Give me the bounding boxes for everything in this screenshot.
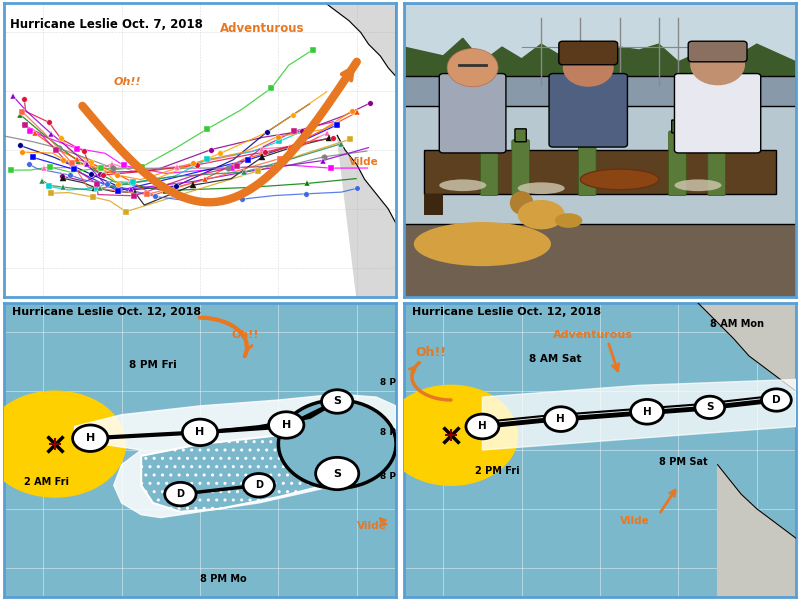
Circle shape — [562, 49, 614, 87]
FancyBboxPatch shape — [404, 76, 796, 106]
Text: 8 PM Fri: 8 PM Fri — [130, 359, 177, 370]
Circle shape — [322, 390, 353, 413]
Circle shape — [690, 44, 745, 85]
Polygon shape — [142, 433, 349, 512]
Polygon shape — [424, 194, 443, 215]
Text: S: S — [334, 397, 342, 406]
Ellipse shape — [674, 179, 722, 191]
Polygon shape — [338, 135, 396, 297]
Text: Oh!!: Oh!! — [231, 330, 259, 340]
Ellipse shape — [510, 191, 534, 215]
Text: Hurricane Leslie Oct. 12, 2018: Hurricane Leslie Oct. 12, 2018 — [12, 307, 201, 317]
Text: Oh!!: Oh!! — [114, 77, 142, 88]
Text: 8 AM Sat: 8 AM Sat — [530, 354, 582, 364]
Ellipse shape — [518, 182, 565, 194]
Text: 8 PM Mo: 8 PM Mo — [200, 574, 246, 584]
FancyBboxPatch shape — [672, 120, 683, 133]
Text: D: D — [772, 395, 781, 405]
Text: H: H — [86, 433, 95, 443]
Text: 2 PM Fri: 2 PM Fri — [474, 466, 519, 476]
FancyBboxPatch shape — [708, 143, 726, 196]
Ellipse shape — [414, 222, 551, 266]
Circle shape — [385, 385, 518, 485]
Text: 8 P: 8 P — [380, 379, 396, 388]
Text: H: H — [478, 421, 486, 431]
Circle shape — [466, 414, 499, 439]
Text: 8 P: 8 P — [380, 428, 396, 437]
FancyBboxPatch shape — [582, 126, 593, 139]
Polygon shape — [326, 3, 396, 76]
Text: S: S — [706, 403, 714, 412]
Ellipse shape — [439, 179, 486, 191]
Text: 8 P: 8 P — [380, 472, 396, 481]
Text: Vilde: Vilde — [620, 515, 650, 526]
Text: Hurricane Leslie Oct. 12, 2018: Hurricane Leslie Oct. 12, 2018 — [412, 307, 601, 317]
Circle shape — [165, 482, 196, 506]
Text: S: S — [334, 469, 342, 479]
Text: D: D — [176, 489, 184, 499]
Circle shape — [316, 457, 358, 490]
FancyBboxPatch shape — [404, 223, 796, 297]
FancyBboxPatch shape — [512, 140, 530, 196]
FancyBboxPatch shape — [404, 3, 796, 76]
Circle shape — [762, 389, 791, 411]
Circle shape — [280, 401, 394, 487]
Ellipse shape — [581, 169, 659, 190]
FancyBboxPatch shape — [559, 41, 618, 65]
Text: 2 AM Fri: 2 AM Fri — [24, 477, 69, 487]
Text: H: H — [195, 427, 205, 437]
Polygon shape — [698, 303, 796, 391]
Circle shape — [544, 407, 578, 431]
Text: Adventurous: Adventurous — [219, 22, 304, 35]
Text: Vilde: Vilde — [357, 521, 386, 532]
Text: Oh!!: Oh!! — [416, 346, 446, 359]
FancyBboxPatch shape — [549, 74, 627, 147]
FancyBboxPatch shape — [711, 132, 722, 145]
Circle shape — [269, 412, 304, 438]
Text: 8 AM Mon: 8 AM Mon — [710, 319, 764, 329]
Polygon shape — [74, 394, 396, 518]
Ellipse shape — [555, 213, 582, 228]
Polygon shape — [718, 464, 796, 597]
Text: D: D — [254, 480, 262, 490]
Circle shape — [73, 425, 108, 451]
Polygon shape — [404, 38, 796, 91]
Ellipse shape — [518, 200, 565, 229]
FancyBboxPatch shape — [515, 129, 526, 142]
FancyBboxPatch shape — [439, 74, 506, 153]
Circle shape — [447, 49, 498, 87]
FancyBboxPatch shape — [481, 134, 498, 196]
Polygon shape — [482, 379, 796, 450]
FancyBboxPatch shape — [669, 131, 686, 196]
FancyBboxPatch shape — [578, 137, 596, 196]
Circle shape — [695, 396, 725, 419]
Circle shape — [0, 391, 126, 497]
Text: H: H — [642, 407, 651, 417]
Text: 8 PM Sat: 8 PM Sat — [659, 457, 707, 467]
Circle shape — [243, 473, 274, 497]
Text: H: H — [282, 420, 291, 430]
Text: Vilde: Vilde — [349, 157, 378, 167]
Circle shape — [630, 400, 663, 424]
FancyBboxPatch shape — [483, 123, 495, 136]
Text: Adventurous: Adventurous — [553, 330, 633, 340]
FancyBboxPatch shape — [688, 41, 747, 62]
Text: H: H — [557, 414, 565, 424]
Text: Hurricane Leslie Oct. 7, 2018: Hurricane Leslie Oct. 7, 2018 — [10, 17, 202, 31]
FancyBboxPatch shape — [674, 74, 761, 153]
FancyBboxPatch shape — [424, 150, 777, 194]
Circle shape — [182, 419, 218, 446]
